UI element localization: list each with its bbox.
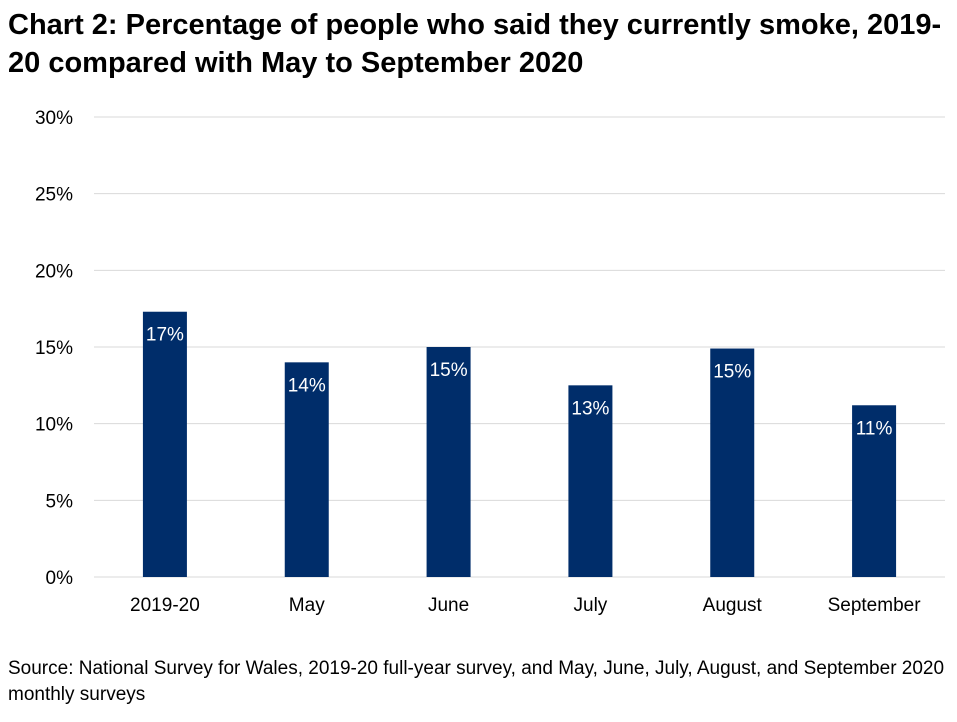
x-axis-ticks: 2019-20 May June July August September <box>130 595 921 616</box>
x-tick-label: September <box>828 595 922 616</box>
bar <box>142 311 187 577</box>
bar <box>426 347 471 577</box>
y-tick-label: 20% <box>35 261 73 282</box>
data-label: 14% <box>288 375 326 396</box>
gridlines <box>94 116 945 578</box>
data-label: 13% <box>571 398 609 419</box>
y-tick-label: 15% <box>35 338 73 359</box>
y-tick-label: 5% <box>46 491 74 512</box>
bar <box>284 362 329 577</box>
y-tick-label: 10% <box>35 415 73 436</box>
x-tick-label: June <box>428 595 469 616</box>
y-tick-label: 0% <box>46 568 74 589</box>
y-axis-ticks: 0% 5% 10% 15% 20% 25% 30% <box>35 108 73 589</box>
bar-chart: 0% 5% 10% 15% 20% 25% 30% 17% 14% 15% 13% 15% 11% 2… <box>35 108 945 616</box>
y-tick-label: 25% <box>35 185 73 206</box>
x-tick-label: August <box>703 595 763 616</box>
data-label: 15% <box>713 362 751 383</box>
bar <box>568 385 613 577</box>
data-labels: 17% 14% 15% 13% 15% 11% <box>146 325 893 440</box>
bar <box>710 348 755 577</box>
y-tick-label: 30% <box>35 108 73 129</box>
data-label: 11% <box>856 418 893 439</box>
data-label: 17% <box>146 325 184 346</box>
data-label: 15% <box>430 360 468 381</box>
x-tick-label: July <box>574 595 608 616</box>
bars <box>142 311 897 577</box>
bar <box>852 405 897 577</box>
chart-title: Chart 2: Percentage of people who said t… <box>8 9 942 79</box>
x-tick-label: 2019-20 <box>130 595 200 616</box>
x-tick-label: May <box>289 595 325 616</box>
source-note: Source: National Survey for Wales, 2019-… <box>8 658 945 705</box>
